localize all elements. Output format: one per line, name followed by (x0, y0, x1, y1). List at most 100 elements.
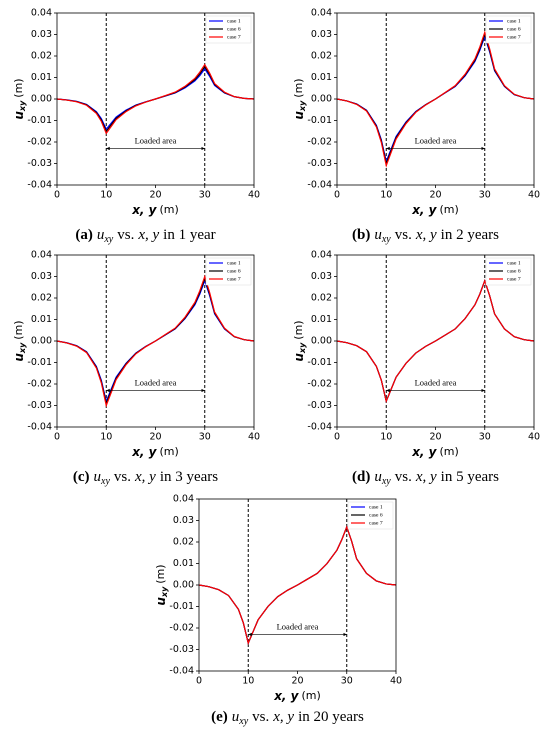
caption-part: xy (103, 234, 113, 245)
y-tick-label: 0.02 (31, 293, 52, 304)
y-tick-label: 0.00 (311, 94, 332, 105)
legend-label: case 7 (369, 520, 383, 526)
x-label-symbol: x, y (131, 203, 157, 217)
caption-part: u (232, 709, 240, 725)
x-tick-label: 40 (528, 190, 540, 201)
y-label-unit: (m) (12, 78, 25, 97)
y-tick-label: -0.04 (27, 180, 52, 191)
legend-label: case 7 (227, 276, 241, 282)
y-tick-label: -0.04 (307, 180, 332, 191)
caption-part: (c) (73, 469, 90, 485)
panel: -0.04 -0.03 -0.02 -0.01 0.00 0.01 0.02 0.03 0.04… (12, 8, 261, 246)
plot-frame (56, 254, 255, 428)
y-tick-label: -0.03 (307, 158, 332, 169)
y-label-subscript: xy (18, 100, 27, 112)
legend-label: case 6 (507, 268, 521, 274)
y-tick-label: 0.02 (31, 51, 52, 62)
x-label-unit: (m) (160, 445, 179, 458)
caption-part: x, y (415, 469, 437, 485)
caption-part: xy (238, 716, 248, 727)
legend-label: case 1 (227, 18, 241, 24)
y-tick-label: -0.03 (307, 400, 332, 411)
panel: -0.04 -0.03 -0.02 -0.01 0.00 0.01 0.02 0.03 0.04… (154, 494, 403, 728)
series-line (56, 63, 255, 135)
legend-label: case 1 (507, 260, 521, 266)
x-tick-label: 20 (429, 190, 441, 201)
y-tick-label: 0.01 (311, 72, 332, 83)
panel: -0.04 -0.03 -0.02 -0.01 0.00 0.01 0.02 0.03 0.04… (12, 250, 261, 488)
caption-part: u (97, 227, 105, 243)
series-line (336, 30, 535, 168)
caption-part: (b) (352, 227, 370, 243)
y-tick-label: 0.04 (173, 494, 194, 505)
caption-part: vs. (395, 227, 412, 243)
annotation-text: Loaded area (415, 377, 457, 387)
y-tick-label: -0.01 (169, 601, 194, 612)
x-tick-label: 10 (100, 432, 112, 443)
x-tick-label: 40 (528, 432, 540, 443)
y-tick-label: -0.02 (27, 137, 52, 148)
series-line (336, 278, 535, 404)
caption-part: vs. (252, 709, 269, 725)
caption: (e) uxy vs. x, y in 20 years (211, 709, 364, 727)
y-tick-label: -0.01 (27, 357, 52, 368)
x-label-symbol: x, y (411, 445, 437, 459)
y-label-symbol: u (292, 353, 306, 362)
panel: -0.04 -0.03 -0.02 -0.01 0.00 0.01 0.02 0.03 0.04… (292, 8, 541, 246)
y-label-symbol: u (292, 111, 306, 120)
y-label-symbol: u (12, 353, 26, 362)
y-tick-label: 0.04 (311, 8, 332, 19)
caption-part: xy (381, 234, 391, 245)
caption: (c) uxy vs. x, y in 3 years (73, 469, 218, 487)
x-tick-label: 30 (199, 190, 211, 201)
legend-label: case 1 (227, 260, 241, 266)
caption-part: xy (381, 476, 391, 487)
x-label-unit: (m) (440, 445, 459, 458)
y-tick-label: 0.01 (31, 314, 52, 325)
x-label-symbol: x, y (273, 689, 299, 703)
annotation-text: Loaded area (415, 135, 457, 145)
caption-part: x, y (272, 709, 294, 725)
series-line (56, 274, 255, 408)
x-label-symbol: x, y (411, 203, 437, 217)
legend-label: case 6 (507, 26, 521, 32)
x-tick-label: 10 (242, 676, 254, 687)
caption-part: vs. (395, 469, 412, 485)
y-tick-label: -0.04 (27, 422, 52, 433)
legend-label: case 6 (227, 268, 241, 274)
caption-part: u (374, 227, 382, 243)
x-label-unit: (m) (440, 203, 459, 216)
y-label-unit: (m) (292, 78, 305, 97)
y-tick-label: 0.03 (31, 271, 52, 282)
y-axis-label: uxy (m) (292, 78, 307, 119)
legend-label: case 1 (369, 504, 383, 510)
x-tick-label: 10 (380, 432, 392, 443)
x-tick-label: 10 (380, 190, 392, 201)
caption: (a) uxy vs. x, y in 1 year (75, 227, 215, 245)
x-tick-label: 0 (54, 190, 60, 201)
y-tick-label: -0.02 (169, 623, 194, 634)
y-tick-label: -0.03 (27, 400, 52, 411)
x-axis-label: x, y (m) (131, 203, 179, 217)
x-tick-label: 40 (248, 190, 260, 201)
x-tick-label: 0 (196, 676, 202, 687)
x-tick-label: 20 (149, 432, 161, 443)
y-tick-label: 0.03 (311, 271, 332, 282)
y-tick-label: 0.03 (173, 515, 194, 526)
x-tick-label: 30 (341, 676, 353, 687)
y-tick-label: -0.01 (27, 115, 52, 126)
y-tick-label: -0.01 (307, 357, 332, 368)
y-tick-label: -0.04 (169, 666, 194, 677)
caption-part: x, y (415, 227, 437, 243)
caption-part: (d) (352, 469, 370, 485)
x-tick-label: 30 (479, 190, 491, 201)
x-axis-label: x, y (m) (411, 203, 459, 217)
y-tick-label: 0.02 (311, 51, 332, 62)
y-tick-label: 0.02 (173, 537, 194, 548)
plot-frame (56, 12, 255, 186)
y-tick-label: 0.03 (311, 29, 332, 40)
caption: (d) uxy vs. x, y in 5 years (352, 469, 499, 487)
x-tick-label: 30 (199, 432, 211, 443)
legend-label: case 6 (369, 512, 383, 518)
legend-label: case 6 (227, 26, 241, 32)
